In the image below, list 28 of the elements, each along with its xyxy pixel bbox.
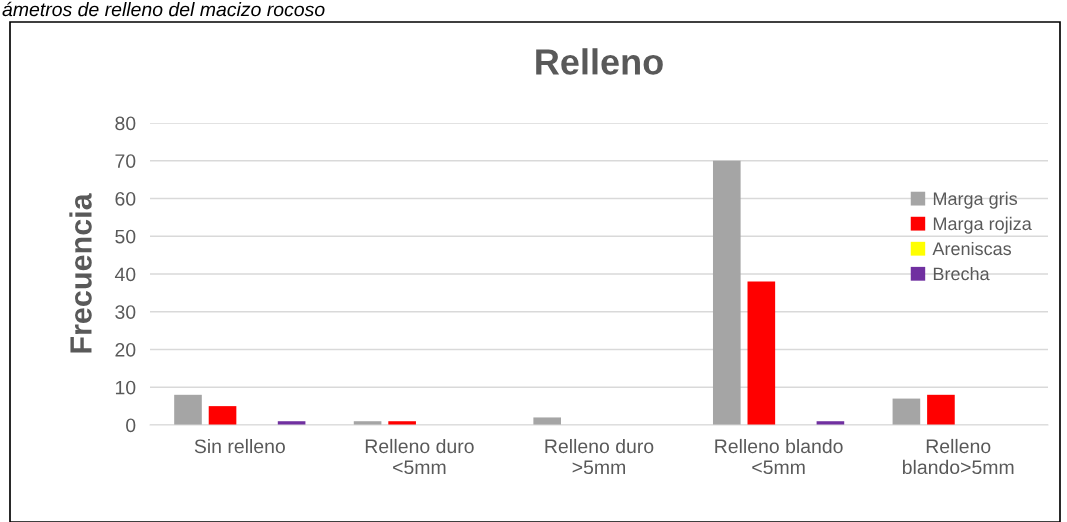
x-tick-label: Relleno duro <5mm	[365, 438, 474, 475]
legend-label: Marga rojiza	[933, 216, 1032, 234]
y-tick-label: 40	[114, 267, 136, 282]
legend-label: Marga gris	[933, 191, 1018, 209]
bar	[533, 417, 562, 425]
bar	[712, 160, 741, 425]
y-tick-label: 10	[115, 380, 136, 395]
y-tick-label: 0	[126, 418, 136, 433]
y-tick-label: 30	[115, 305, 136, 319]
bar	[174, 394, 202, 425]
y-tick-label: 60	[115, 191, 136, 206]
chart-title: Relleno	[536, 48, 663, 75]
x-tick-label: Relleno blando>5mm	[902, 438, 1014, 475]
y-tick-label: 80	[115, 116, 136, 131]
bar	[927, 394, 955, 425]
bar	[208, 406, 237, 425]
x-tick-label: Sin relleno	[194, 438, 285, 454]
legend-label: Areniscas	[932, 241, 1012, 256]
bar	[892, 398, 921, 425]
legend-label: Brecha	[933, 266, 990, 281]
x-tick-label: Relleno blando <5mm	[715, 438, 843, 475]
text: ámetros de relleno del macizo rocoso	[2, 1, 325, 17]
y-tick-label: 50	[115, 229, 136, 244]
y-tick-label: 20	[115, 342, 136, 357]
x-tick-label: Relleno duro >5mm	[545, 438, 654, 475]
bar	[747, 281, 776, 425]
y-tick-label: 70	[115, 154, 136, 168]
y-axis-title: Frecuencia	[69, 193, 92, 353]
